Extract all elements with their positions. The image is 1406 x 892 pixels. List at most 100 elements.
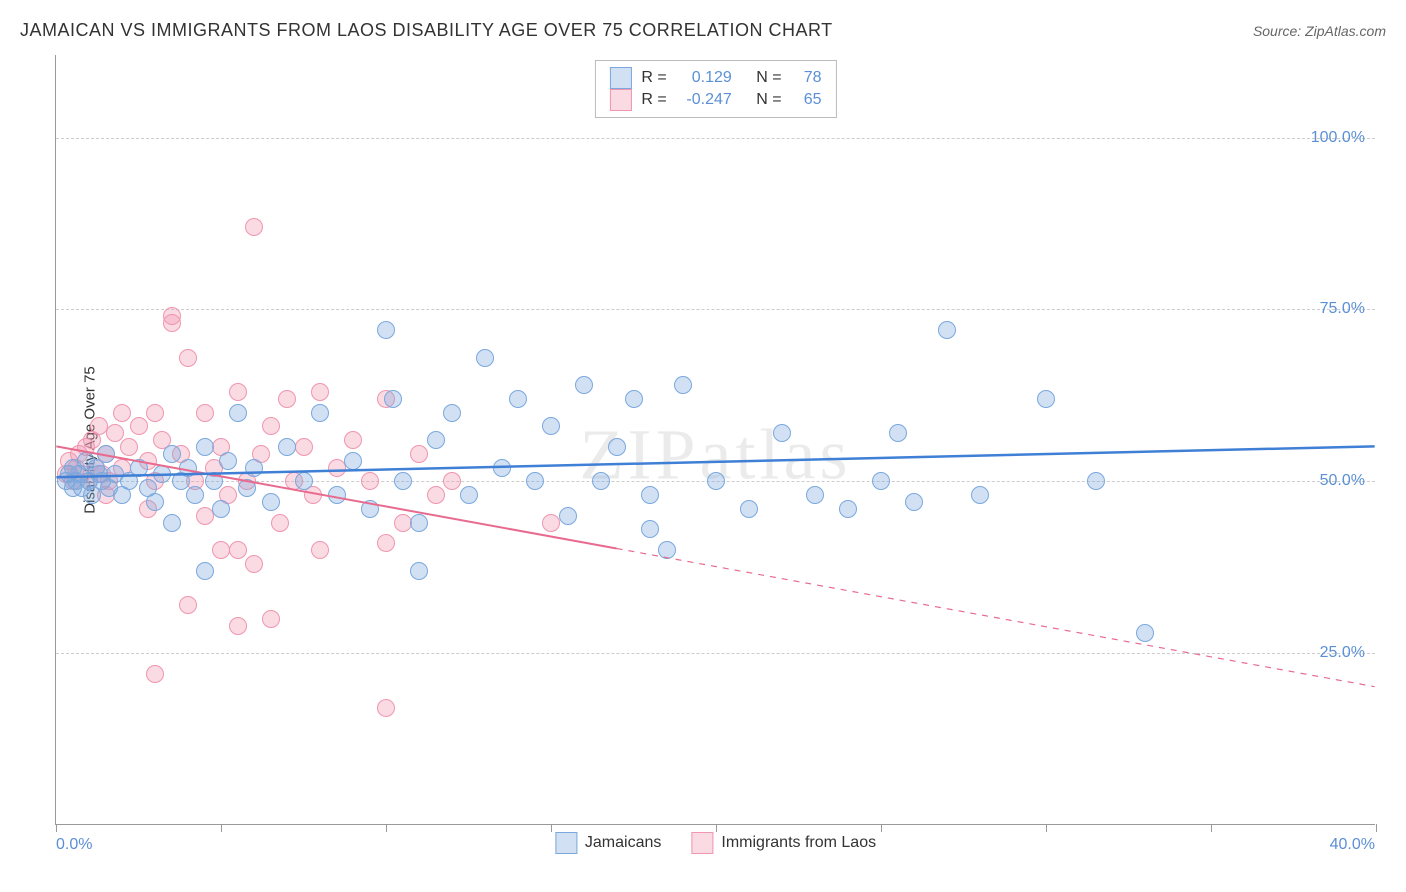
data-point [163, 314, 181, 332]
data-point [384, 390, 402, 408]
data-point [229, 404, 247, 422]
chart-header: JAMAICAN VS IMMIGRANTS FROM LAOS DISABIL… [20, 20, 1386, 41]
data-point [196, 562, 214, 580]
data-point [146, 404, 164, 422]
data-point [410, 514, 428, 532]
x-tick [1376, 824, 1377, 832]
data-point [509, 390, 527, 408]
data-point [641, 486, 659, 504]
data-point [394, 514, 412, 532]
data-point [179, 596, 197, 614]
n-label: N = [756, 91, 781, 109]
data-point [625, 390, 643, 408]
data-point [427, 431, 445, 449]
data-point [806, 486, 824, 504]
data-point [608, 438, 626, 456]
data-point [311, 541, 329, 559]
data-point [245, 555, 263, 573]
gridline [56, 309, 1375, 310]
data-point [196, 507, 214, 525]
gridline [56, 138, 1375, 139]
data-point [196, 438, 214, 456]
swatch-b-icon [609, 89, 631, 111]
data-point [377, 534, 395, 552]
data-point [674, 376, 692, 394]
data-point [410, 445, 428, 463]
swatch-b-icon [691, 832, 713, 854]
data-point [1087, 472, 1105, 490]
data-point [212, 500, 230, 518]
x-tick [1211, 824, 1212, 832]
data-point [493, 459, 511, 477]
data-point [328, 486, 346, 504]
data-point [839, 500, 857, 518]
data-point [262, 610, 280, 628]
x-tick [881, 824, 882, 832]
data-point [377, 699, 395, 717]
y-tick-label: 100.0% [1311, 129, 1365, 147]
data-point [295, 438, 313, 456]
x-min-label: 0.0% [56, 836, 92, 854]
data-point [872, 472, 890, 490]
data-point [153, 465, 171, 483]
data-point [526, 472, 544, 490]
data-point [196, 404, 214, 422]
data-point [146, 665, 164, 683]
y-tick-label: 50.0% [1320, 472, 1365, 490]
data-point [278, 390, 296, 408]
legend-label-b: Immigrants from Laos [721, 834, 876, 852]
data-point [219, 452, 237, 470]
data-point [575, 376, 593, 394]
data-point [1037, 390, 1055, 408]
data-point [773, 424, 791, 442]
plot-area: Disability Age Over 75 ZIPatlas 25.0%50.… [55, 55, 1375, 825]
data-point [460, 486, 478, 504]
data-point [311, 383, 329, 401]
r-value-b: -0.247 [677, 91, 732, 109]
data-point [113, 404, 131, 422]
data-point [344, 431, 362, 449]
x-tick [386, 824, 387, 832]
series-legend: Jamaicans Immigrants from Laos [555, 832, 876, 854]
y-tick-label: 75.0% [1320, 300, 1365, 318]
trend-lines [56, 55, 1375, 824]
data-point [229, 541, 247, 559]
data-point [229, 383, 247, 401]
stats-row-a: R = 0.129 N = 78 [609, 67, 821, 89]
data-point [271, 514, 289, 532]
data-point [938, 321, 956, 339]
data-point [542, 514, 560, 532]
data-point [443, 404, 461, 422]
swatch-a-icon [555, 832, 577, 854]
n-value-a: 78 [792, 69, 822, 87]
data-point [238, 479, 256, 497]
source-attribution: Source: ZipAtlas.com [1253, 23, 1386, 39]
x-tick [551, 824, 552, 832]
data-point [97, 445, 115, 463]
data-point [130, 417, 148, 435]
x-tick [56, 824, 57, 832]
swatch-a-icon [609, 67, 631, 89]
data-point [410, 562, 428, 580]
y-tick-label: 25.0% [1320, 644, 1365, 662]
data-point [179, 459, 197, 477]
data-point [311, 404, 329, 422]
data-point [90, 417, 108, 435]
data-point [262, 417, 280, 435]
stats-row-b: R = -0.247 N = 65 [609, 89, 821, 111]
x-max-label: 40.0% [1330, 836, 1375, 854]
x-tick [221, 824, 222, 832]
data-point [658, 541, 676, 559]
data-point [120, 438, 138, 456]
data-point [427, 486, 445, 504]
data-point [559, 507, 577, 525]
data-point [179, 349, 197, 367]
data-point [1136, 624, 1154, 642]
data-point [361, 500, 379, 518]
data-point [361, 472, 379, 490]
legend-item-a: Jamaicans [555, 832, 661, 854]
r-label: R = [641, 91, 666, 109]
data-point [229, 617, 247, 635]
data-point [278, 438, 296, 456]
data-point [641, 520, 659, 538]
